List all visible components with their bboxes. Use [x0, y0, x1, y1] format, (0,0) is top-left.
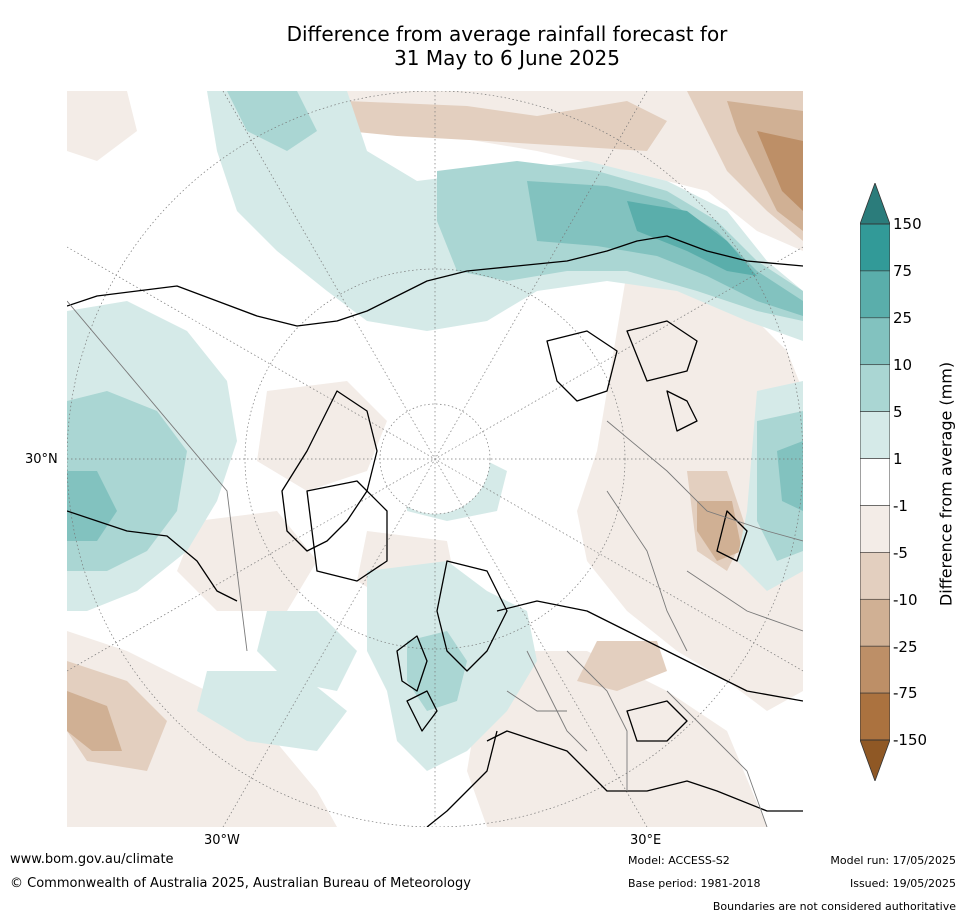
colorbar-band — [860, 411, 890, 459]
colorbar-band — [860, 223, 890, 272]
footer-copyright: © Commonwealth of Australia 2025, Austra… — [10, 876, 471, 891]
cbar-tick-1: 1 — [893, 450, 903, 468]
colorbar — [860, 183, 890, 781]
colorbar-band — [860, 505, 890, 553]
colorbar-band — [860, 598, 890, 647]
lon-label-30w: 30°W — [204, 833, 240, 848]
colorbar-band — [860, 364, 890, 412]
colorbar-band — [860, 270, 890, 319]
cbar-tick-neg1: -1 — [893, 497, 908, 515]
graticule — [67, 91, 803, 827]
title-line-1: Difference from average rainfall forecas… — [286, 22, 728, 46]
colorbar-band — [860, 552, 890, 600]
cbar-tick-25: 25 — [893, 309, 913, 327]
cbar-tick-neg25: -25 — [893, 638, 918, 656]
footer-base-period: Base period: 1981-2018 — [628, 877, 761, 890]
title-line-2: 31 May to 6 June 2025 — [394, 46, 620, 70]
forecast-map — [67, 91, 803, 827]
below-avg-very-strong-areas — [757, 131, 803, 211]
cbar-tick-150: 150 — [893, 215, 922, 233]
coastlines — [67, 235, 803, 827]
national-borders — [67, 300, 803, 827]
below-avg-strong-areas — [67, 101, 803, 751]
cbar-tick-neg150: -150 — [893, 731, 928, 749]
colorbar-title: Difference from average (mm) — [936, 361, 956, 607]
above-avg-strong-areas — [67, 181, 803, 541]
colorbar-band — [860, 692, 890, 741]
colorbar-under-arrow — [860, 739, 890, 781]
lat-label-30n: 30°N — [25, 452, 58, 467]
colorbar-band — [860, 458, 890, 506]
cbar-tick-neg10: -10 — [893, 591, 918, 609]
below-avg-light-areas — [67, 91, 803, 827]
colorbar-band — [860, 317, 890, 366]
colorbar-over-arrow — [860, 183, 890, 225]
footer-disclaimer: Boundaries are not considered authoritat… — [712, 900, 956, 913]
colorbar-bands — [860, 223, 890, 741]
cbar-tick-neg75: -75 — [893, 684, 918, 702]
map-svg — [67, 91, 803, 827]
above-avg-very-strong-areas — [627, 201, 757, 276]
cbar-tick-10: 10 — [893, 356, 913, 374]
cbar-tick-neg5: -5 — [893, 544, 908, 562]
cbar-tick-5: 5 — [893, 403, 903, 421]
footer-url[interactable]: www.bom.gov.au/climate — [10, 852, 174, 867]
colorbar-band — [860, 645, 890, 694]
chart-title: Difference from average rainfall forecas… — [0, 22, 965, 70]
lon-label-30e: 30°E — [630, 833, 662, 848]
cbar-tick-75: 75 — [893, 262, 913, 280]
footer-issued: Issued: 19/05/2025 — [849, 877, 956, 890]
footer-model: Model: ACCESS-S2 — [628, 854, 730, 867]
footer-model-run: Model run: 17/05/2025 — [830, 854, 956, 867]
